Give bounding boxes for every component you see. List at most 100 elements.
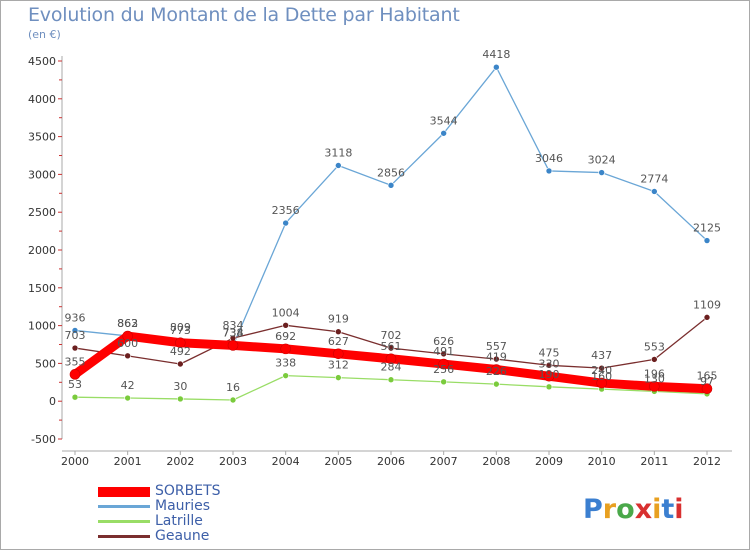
data-label-latrille: 190 xyxy=(539,368,560,381)
y-tick-label: 500 xyxy=(35,357,56,370)
legend-swatch-mauries xyxy=(98,505,150,508)
data-label-sorbets: 355 xyxy=(65,355,86,368)
data-label-mauries: 936 xyxy=(65,311,86,324)
legend-item-sorbets: SORBETS xyxy=(98,483,298,499)
data-point-geaune xyxy=(493,355,500,363)
y-tick-label: 4000 xyxy=(28,93,56,106)
data-label-mauries: 4418 xyxy=(482,48,510,61)
data-point-mauries xyxy=(703,237,711,244)
chart-title: Evolution du Montant de la Dette par Hab… xyxy=(28,4,460,26)
data-point-geaune xyxy=(387,344,395,352)
data-label-sorbets: 862 xyxy=(117,317,138,330)
data-label-mauries: 2356 xyxy=(272,204,300,217)
data-label-latrille: 30 xyxy=(173,380,187,393)
data-label-geaune: 557 xyxy=(486,340,507,353)
data-label-mauries: 863 xyxy=(117,317,138,330)
data-label-latrille: 42 xyxy=(121,379,135,392)
data-label-sorbets: 330 xyxy=(539,357,560,370)
data-point-latrille xyxy=(229,396,237,404)
proxiti-logo: Proxiti xyxy=(583,494,684,525)
data-label-mauries: 3118 xyxy=(324,146,352,159)
data-point-sorbets xyxy=(385,353,397,365)
data-point-sorbets xyxy=(69,369,81,380)
chart-subtitle: (en €) xyxy=(28,28,61,41)
data-point-sorbets xyxy=(175,337,186,349)
data-label-latrille: 226 xyxy=(486,365,507,378)
data-point-geaune xyxy=(177,360,184,368)
x-tick-label: 2007 xyxy=(430,455,458,468)
data-label-mauries: 3544 xyxy=(430,114,458,127)
x-tick-label: 2006 xyxy=(377,455,405,468)
data-point-latrille xyxy=(71,393,79,401)
data-label-mauries: 809 xyxy=(170,321,191,334)
data-point-geaune xyxy=(598,364,605,372)
data-point-mauries xyxy=(651,188,658,195)
data-label-latrille: 53 xyxy=(68,378,82,391)
data-label-latrille: 312 xyxy=(328,359,349,372)
data-label-sorbets: 692 xyxy=(275,330,296,343)
data-label-sorbets: 165 xyxy=(697,370,718,383)
data-point-geaune xyxy=(545,361,553,369)
data-point-geaune xyxy=(335,328,342,336)
data-point-sorbets xyxy=(701,383,713,395)
legend-label-geaune: Geaune xyxy=(155,528,210,544)
data-point-mauries xyxy=(71,327,79,334)
data-point-latrille xyxy=(493,380,500,388)
legend-label-mauries: Mauries xyxy=(155,498,211,514)
data-label-mauries: 734 xyxy=(223,327,244,340)
data-label-latrille: 338 xyxy=(275,357,296,370)
data-label-geaune: 492 xyxy=(170,345,191,358)
data-point-geaune xyxy=(440,350,447,358)
data-label-latrille: 256 xyxy=(433,363,454,376)
data-label-geaune: 702 xyxy=(381,329,402,342)
y-tick-label: 2000 xyxy=(28,244,56,257)
data-label-latrille: 16 xyxy=(226,381,240,394)
data-label-geaune: 437 xyxy=(591,349,612,362)
data-label-sorbets: 773 xyxy=(170,324,191,337)
data-label-geaune: 919 xyxy=(328,313,349,326)
data-point-geaune xyxy=(282,321,289,329)
data-label-geaune: 1109 xyxy=(693,298,721,311)
x-tick-label: 2001 xyxy=(114,455,142,468)
data-label-mauries: 2125 xyxy=(693,222,721,235)
data-point-mauries xyxy=(598,169,605,176)
legend-label-latrille: Latrille xyxy=(155,513,203,529)
data-point-mauries xyxy=(440,129,447,137)
legend-item-mauries: Mauries xyxy=(98,498,298,514)
data-label-latrille: 97 xyxy=(700,375,714,388)
svg-text:Proxiti: Proxiti xyxy=(583,494,684,525)
y-tick-label: 2500 xyxy=(28,206,56,219)
data-point-latrille xyxy=(177,395,184,403)
x-tick-label: 2000 xyxy=(61,455,89,468)
data-label-latrille: 284 xyxy=(381,361,402,374)
y-tick-label: 4500 xyxy=(28,55,56,68)
data-label-sorbets: 196 xyxy=(644,367,665,380)
data-point-sorbets xyxy=(333,348,344,360)
legend: SORBETS Mauries Latrille Geaune xyxy=(98,483,298,544)
data-label-mauries: 3024 xyxy=(588,154,616,167)
legend-item-geaune: Geaune xyxy=(98,528,298,544)
data-point-sorbets xyxy=(122,330,133,342)
series-line-mauries xyxy=(74,66,708,347)
data-point-mauries xyxy=(493,63,500,71)
data-label-sorbets: 240 xyxy=(591,364,612,377)
x-tick-label: 2009 xyxy=(535,455,563,468)
x-tick-label: 2002 xyxy=(166,455,194,468)
data-point-sorbets xyxy=(491,364,502,375)
data-label-geaune: 553 xyxy=(644,340,665,353)
data-label-sorbets: 561 xyxy=(381,340,402,353)
y-tick-label: 0 xyxy=(49,395,56,408)
legend-item-latrille: Latrille xyxy=(98,513,298,529)
data-point-geaune xyxy=(124,352,131,360)
y-tick-label: 3500 xyxy=(28,131,56,144)
data-label-mauries: 2774 xyxy=(640,172,668,185)
data-point-latrille xyxy=(282,372,289,379)
data-label-geaune: 626 xyxy=(433,335,454,348)
x-tick-label: 2011 xyxy=(640,455,668,468)
data-label-mauries: 3046 xyxy=(535,152,563,165)
legend-swatch-sorbets xyxy=(98,487,150,497)
data-point-geaune xyxy=(651,356,658,363)
data-point-sorbets xyxy=(280,343,291,355)
